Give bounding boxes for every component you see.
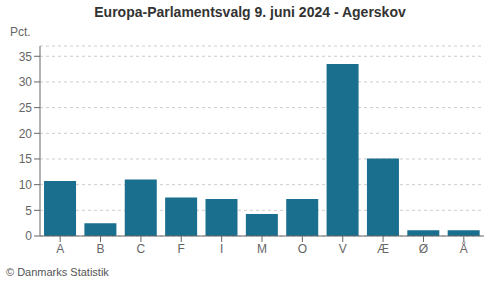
svg-text:25: 25	[19, 101, 33, 115]
svg-text:C: C	[137, 242, 146, 256]
svg-text:30: 30	[19, 75, 33, 89]
svg-text:20: 20	[19, 127, 33, 141]
svg-text:F: F	[178, 242, 185, 256]
svg-text:I: I	[220, 242, 223, 256]
svg-text:A: A	[56, 242, 64, 256]
svg-text:0: 0	[25, 229, 32, 243]
svg-text:V: V	[339, 242, 347, 256]
svg-text:Å: Å	[460, 241, 468, 256]
svg-text:Æ: Æ	[377, 242, 389, 256]
svg-text:B: B	[97, 242, 105, 256]
svg-text:5: 5	[25, 204, 32, 218]
svg-text:15: 15	[19, 152, 33, 166]
html-text:Europa-Parlamentsvalg 9. juni: Europa-Parlamentsvalg 9. juni 2024 - Age…	[94, 4, 406, 20]
svg-text:10: 10	[19, 178, 33, 192]
svg-text:O: O	[298, 242, 307, 256]
svg-text:Ø: Ø	[419, 242, 428, 256]
html-text:Pct.: Pct.	[10, 25, 31, 39]
svg-text:35: 35	[19, 50, 33, 64]
svg-text:M: M	[257, 242, 267, 256]
html-text:© Danmarks Statistik: © Danmarks Statistik	[6, 266, 109, 278]
